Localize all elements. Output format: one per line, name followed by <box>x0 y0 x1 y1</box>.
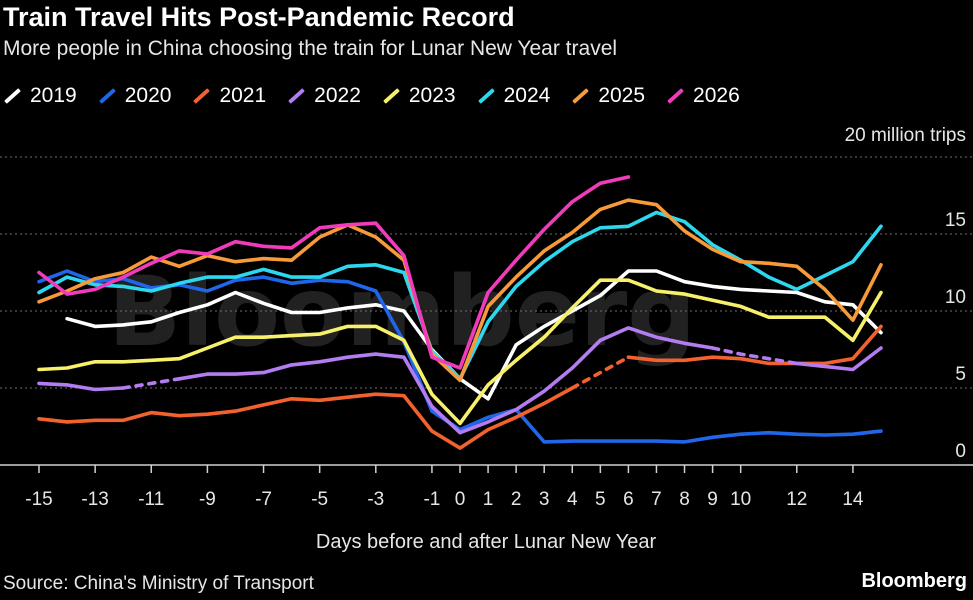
x-tick-label: 0 <box>455 489 466 510</box>
legend-label: 2026 <box>693 84 740 107</box>
series-line-2022 <box>795 346 883 372</box>
series-2021 <box>37 324 883 450</box>
series-line-2021 <box>37 386 575 450</box>
legend-item-2024: 2024 <box>477 84 551 108</box>
x-tick-label: -3 <box>367 489 384 510</box>
chart-legend: 2019 2020 2021 2022 2023 2024 2025 2026 <box>3 84 761 108</box>
x-tick-label: 12 <box>786 489 807 510</box>
legend-item-2021: 2021 <box>192 84 266 108</box>
x-tick-label: -9 <box>199 489 216 510</box>
bloomberg-logo: Bloomberg <box>861 570 967 592</box>
legend-item-2020: 2020 <box>98 84 172 108</box>
x-tick-label: 8 <box>679 489 690 510</box>
legend-label: 2020 <box>124 84 172 107</box>
x-tick-label: -15 <box>25 489 52 510</box>
x-tick-label: -11 <box>138 489 164 510</box>
legend-item-2025: 2025 <box>571 84 645 108</box>
legend-label: 2021 <box>219 84 267 107</box>
y-unit-label: 20 million trips <box>845 125 966 146</box>
series-line-2019 <box>65 269 883 401</box>
series-line-2022 <box>37 381 125 392</box>
chart-title: Train Travel Hits Post-Pandemic Record <box>3 2 515 32</box>
y-tick-label: 5 <box>955 364 966 385</box>
series-line-2022 <box>177 326 715 435</box>
legend-item-2022: 2022 <box>287 84 361 108</box>
series-line-2022 <box>710 346 799 366</box>
x-tick-label: 2 <box>511 489 522 510</box>
series-line-2022 <box>121 377 182 390</box>
legend-item-2023: 2023 <box>382 84 456 108</box>
legend-label: 2025 <box>598 84 646 107</box>
y-tick-label: 10 <box>945 287 966 308</box>
series-line-2023 <box>37 278 883 426</box>
x-tick-label: 10 <box>730 489 751 510</box>
series-2019 <box>65 269 883 401</box>
series-line-2021 <box>570 355 631 390</box>
series-line-2021 <box>626 324 883 366</box>
legend-label: 2024 <box>503 84 551 107</box>
legend-label: 2022 <box>314 84 361 107</box>
x-tick-label: 6 <box>623 489 634 510</box>
legend-label: 2023 <box>408 84 456 107</box>
series-line-2026 <box>37 175 631 370</box>
series-2022 <box>37 326 883 435</box>
y-tick-label: 0 <box>955 441 966 462</box>
legend-item-2019: 2019 <box>3 84 77 108</box>
x-axis-label: Days before and after Lunar New Year <box>316 531 657 553</box>
series-2026 <box>37 175 631 370</box>
x-tick-label: 1 <box>483 489 494 510</box>
legend-item-2026: 2026 <box>666 84 740 108</box>
x-tick-label: 4 <box>567 489 578 510</box>
series-line-2025 <box>37 198 883 383</box>
x-tick-label: -1 <box>423 489 440 510</box>
x-tick-label: 3 <box>539 489 550 510</box>
chart-subtitle: More people in China choosing the train … <box>3 37 618 60</box>
series-2023 <box>37 278 883 426</box>
series-2025 <box>37 198 883 383</box>
x-tick-label: 7 <box>651 489 662 510</box>
y-tick-label: 15 <box>945 210 966 231</box>
x-tick-label: -5 <box>311 489 328 510</box>
x-tick-label: -7 <box>255 489 272 510</box>
legend-label: 2019 <box>30 84 77 107</box>
x-tick-label: 5 <box>595 489 606 510</box>
x-tick-label: 9 <box>707 489 718 510</box>
x-tick-label: -13 <box>81 489 108 510</box>
source-note: Source: China's Ministry of Transport <box>3 573 314 594</box>
x-tick-label: 14 <box>842 489 864 510</box>
